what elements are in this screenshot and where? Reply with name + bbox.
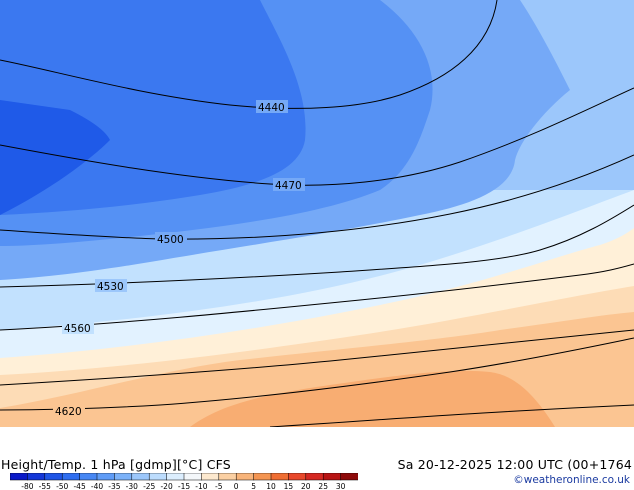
scale-tick-label: 20	[301, 482, 311, 490]
scale-swatch	[288, 473, 307, 481]
contour-label-4620: 4620	[55, 406, 82, 418]
scale-swatch	[305, 473, 324, 481]
scale-swatch	[44, 473, 63, 481]
contour-label-4470: 4470	[275, 180, 302, 192]
scale-swatch	[322, 473, 342, 481]
contour-line-4440	[0, 0, 498, 109]
scale-swatch	[183, 473, 202, 481]
contour-line-4560	[0, 263, 634, 331]
scale-tick-label: -40	[91, 482, 103, 490]
contour-label-4530: 4530	[97, 281, 124, 293]
scale-tick-label: -25	[143, 482, 155, 490]
map-canvas: 4440 4470 4500 4530 4560 4620	[0, 0, 634, 428]
scale-swatch	[201, 473, 220, 481]
scale-swatch	[340, 473, 358, 481]
scale-swatch	[61, 473, 81, 481]
weather-map: 4440 4470 4500 4530 4560 4620	[0, 0, 634, 428]
contour-label-4440: 4440	[258, 102, 285, 114]
scale-tick-label: -35	[108, 482, 120, 490]
contour-line-4530	[0, 204, 634, 288]
temperature-band-orange	[190, 370, 555, 427]
scale-swatch	[270, 473, 289, 481]
scale-tick-label: -15	[178, 482, 190, 490]
valid-time: Sa 20-12-2025 12:00 UTC (00+1764	[397, 457, 632, 472]
scale-tick-label: -45	[73, 482, 85, 490]
scale-swatch	[235, 473, 255, 481]
scale-swatch	[131, 473, 150, 481]
scale-tick-label: -10	[195, 482, 207, 490]
scale-tick-label: -20	[160, 482, 172, 490]
scale-swatch	[253, 473, 272, 481]
scale-tick-label: -55	[39, 482, 51, 490]
scale-swatch	[166, 473, 185, 481]
map-title: Height/Temp. 1 hPa [gdmp][°C] CFS	[1, 457, 231, 472]
scale-tick-label: 30	[336, 482, 346, 490]
scale-tick-label: -5	[215, 482, 223, 490]
scale-swatch	[79, 473, 98, 481]
scale-swatch	[96, 473, 115, 481]
scale-swatch	[27, 473, 46, 481]
scale-tick-label: 10	[266, 482, 276, 490]
contour-line-4470	[0, 87, 634, 186]
contour-label-4560: 4560	[64, 323, 91, 335]
scale-swatch	[218, 473, 237, 481]
scale-swatch	[148, 473, 168, 481]
contour-label-4500: 4500	[157, 234, 184, 246]
temperature-band-darkest	[0, 100, 110, 215]
scale-swatch	[10, 473, 28, 481]
scale-tick-label: 5	[251, 482, 256, 490]
map-footer: Height/Temp. 1 hPa [gdmp][°C] CFS Sa 20-…	[0, 427, 634, 490]
scale-tick-label: 25	[318, 482, 328, 490]
contour-line-4620-b	[0, 329, 634, 386]
scale-swatch	[114, 473, 133, 481]
scale-tick-label: 0	[234, 482, 239, 490]
scale-tick-label: -30	[126, 482, 138, 490]
scale-tick-label: -80	[21, 482, 33, 490]
scale-tick-label: -50	[56, 482, 68, 490]
contour-line-4620-a	[0, 337, 634, 411]
contour-line-4500	[0, 154, 634, 240]
contour-line-4620-c	[269, 404, 634, 428]
credit-link[interactable]: ©weatheronline.co.uk	[513, 474, 630, 486]
scale-tick-label: 15	[284, 482, 294, 490]
temperature-color-scale: -80 -55 -50 -45 -40 -35 -30 -25 -20 -15 -10 -5 0 5 10 1…	[10, 473, 358, 490]
